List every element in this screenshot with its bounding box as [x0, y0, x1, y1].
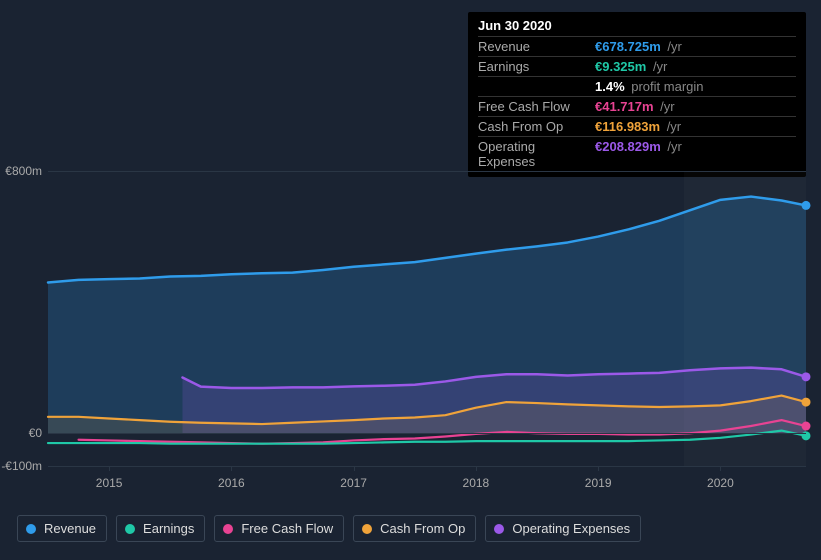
tooltip-date: Jun 30 2020 [478, 18, 796, 36]
plot-area[interactable] [48, 171, 806, 466]
series-end-dot [802, 398, 811, 407]
tooltip-row: 1.4% profit margin [478, 76, 796, 96]
gridline [48, 433, 806, 434]
legend-dot-icon [362, 524, 372, 534]
tooltip-unit: profit margin [628, 79, 704, 94]
x-axis-tick-label: 2017 [340, 476, 367, 490]
series-end-dot [802, 201, 811, 210]
tooltip-label [478, 79, 595, 94]
legend-label: Cash From Op [380, 521, 465, 536]
x-axis-tick-label: 2018 [463, 476, 490, 490]
x-axis-tick-label: 2019 [585, 476, 612, 490]
legend-dot-icon [494, 524, 504, 534]
legend-label: Revenue [44, 521, 96, 536]
x-axis-tick-label: 2015 [96, 476, 123, 490]
series-end-dot [802, 422, 811, 431]
tooltip-value: €116.983m [595, 119, 660, 134]
gridline [48, 466, 806, 467]
tooltip-unit: /yr [657, 99, 675, 114]
legend-item[interactable]: Earnings [116, 515, 205, 542]
series-end-dot [802, 372, 811, 381]
gridline [48, 171, 806, 172]
legend-item[interactable]: Revenue [17, 515, 107, 542]
tooltip-value: €678.725m [595, 39, 661, 54]
tooltip-row: Revenue€678.725m /yr [478, 36, 796, 56]
x-axis-tick [720, 466, 721, 471]
y-axis-tick-label: €0 [29, 426, 42, 440]
legend-item[interactable]: Cash From Op [353, 515, 476, 542]
tooltip-row: Cash From Op€116.983m /yr [478, 116, 796, 136]
legend-dot-icon [125, 524, 135, 534]
y-axis-tick-label: €800m [5, 164, 42, 178]
chart-legend: Revenue Earnings Free Cash Flow Cash From O… [17, 515, 641, 542]
tooltip-value: 1.4% [595, 79, 625, 94]
tooltip-unit: /yr [663, 119, 681, 134]
legend-item[interactable]: Operating Expenses [485, 515, 641, 542]
tooltip-label: Cash From Op [478, 119, 595, 134]
x-axis-tick-label: 2020 [707, 476, 734, 490]
legend-item[interactable]: Free Cash Flow [214, 515, 344, 542]
tooltip-value: €9.325m [595, 59, 646, 74]
tooltip-label: Revenue [478, 39, 595, 54]
tooltip-label: Free Cash Flow [478, 99, 595, 114]
financial-chart: €800m €0 -€100m 2015 2016 2017 2018 2019 2020 [0, 150, 821, 510]
legend-label: Earnings [143, 521, 194, 536]
tooltip-unit: /yr [649, 59, 667, 74]
legend-dot-icon [26, 524, 36, 534]
legend-dot-icon [223, 524, 233, 534]
y-axis-tick-label: -€100m [1, 459, 42, 473]
tooltip-label: Earnings [478, 59, 595, 74]
legend-label: Operating Expenses [512, 521, 630, 536]
x-axis-tick [354, 466, 355, 471]
x-axis-tick [109, 466, 110, 471]
tooltip-unit: /yr [664, 39, 682, 54]
legend-label: Free Cash Flow [241, 521, 333, 536]
x-axis-tick [476, 466, 477, 471]
x-axis-tick-label: 2016 [218, 476, 245, 490]
tooltip-row: Earnings€9.325m /yr [478, 56, 796, 76]
chart-svg [48, 171, 806, 466]
x-axis-tick [231, 466, 232, 471]
tooltip-row: Free Cash Flow€41.717m /yr [478, 96, 796, 116]
tooltip-value: €41.717m [595, 99, 654, 114]
x-axis-tick [598, 466, 599, 471]
